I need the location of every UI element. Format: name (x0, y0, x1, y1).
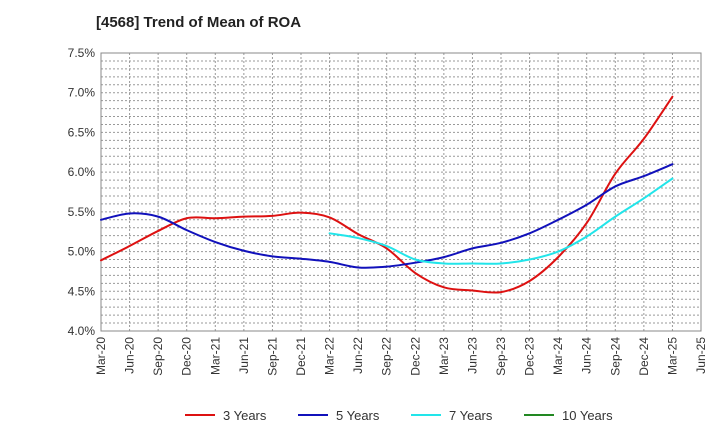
y-tick-label: 7.0% (68, 86, 96, 100)
series-line-2 (100, 163, 674, 269)
chart-title: [4568] Trend of Mean of ROA (96, 14, 302, 31)
y-tick-label: 6.5% (68, 125, 96, 139)
x-tick-label: Dec-20 (180, 337, 194, 376)
grid-lines (100, 52, 702, 332)
plot-area (100, 52, 702, 332)
x-tick-label: Jun-23 (465, 337, 479, 374)
y-tick-label: 5.0% (68, 245, 96, 259)
y-axis-ticks: 4.0% 4.5% 5.0% 5.5% 6.0% 6.5% 7.0% 7.5% (68, 46, 96, 338)
legend: 3 Years 5 Years 7 Years 10 Years (185, 408, 613, 423)
series-line-1 (100, 95, 674, 294)
y-tick-label: 4.0% (68, 324, 96, 338)
x-axis-ticks: Mar-20 Jun-20 Sep-20 Dec-20 Mar-21 Jun-21 Sep-… (94, 337, 708, 376)
x-tick-label: Sep-24 (608, 337, 622, 376)
y-tick-label: 7.5% (68, 46, 96, 60)
x-tick-label: Sep-20 (151, 337, 165, 376)
x-tick-label: Jun-21 (237, 337, 251, 374)
series-lines (100, 95, 674, 294)
x-tick-label: Jun-25 (694, 337, 708, 374)
x-tick-label: Sep-22 (380, 337, 394, 376)
legend-label: 5 Years (336, 408, 380, 423)
x-tick-label: Jun-20 (123, 337, 137, 374)
x-tick-label: Dec-24 (637, 337, 651, 376)
y-tick-label: 5.5% (68, 205, 96, 219)
x-tick-label: Sep-21 (265, 337, 279, 376)
legend-label: 10 Years (562, 408, 613, 423)
x-tick-label: Dec-23 (523, 337, 537, 376)
legend-label: 3 Years (223, 408, 267, 423)
x-tick-label: Mar-24 (551, 337, 565, 375)
y-tick-label: 6.0% (68, 165, 96, 179)
x-tick-label: Sep-23 (494, 337, 508, 376)
legend-label: 7 Years (449, 408, 493, 423)
x-tick-label: Mar-21 (208, 337, 222, 375)
x-tick-label: Dec-22 (408, 337, 422, 376)
x-tick-label: Mar-22 (323, 337, 337, 375)
x-tick-label: Mar-20 (94, 337, 108, 375)
x-tick-label: Dec-21 (294, 337, 308, 376)
x-tick-label: Mar-25 (665, 337, 679, 375)
x-tick-label: Jun-22 (351, 337, 365, 374)
series-line-3 (328, 177, 674, 265)
x-tick-label: Mar-23 (437, 337, 451, 375)
x-tick-label: Jun-24 (580, 337, 594, 374)
y-tick-label: 4.5% (68, 284, 96, 298)
